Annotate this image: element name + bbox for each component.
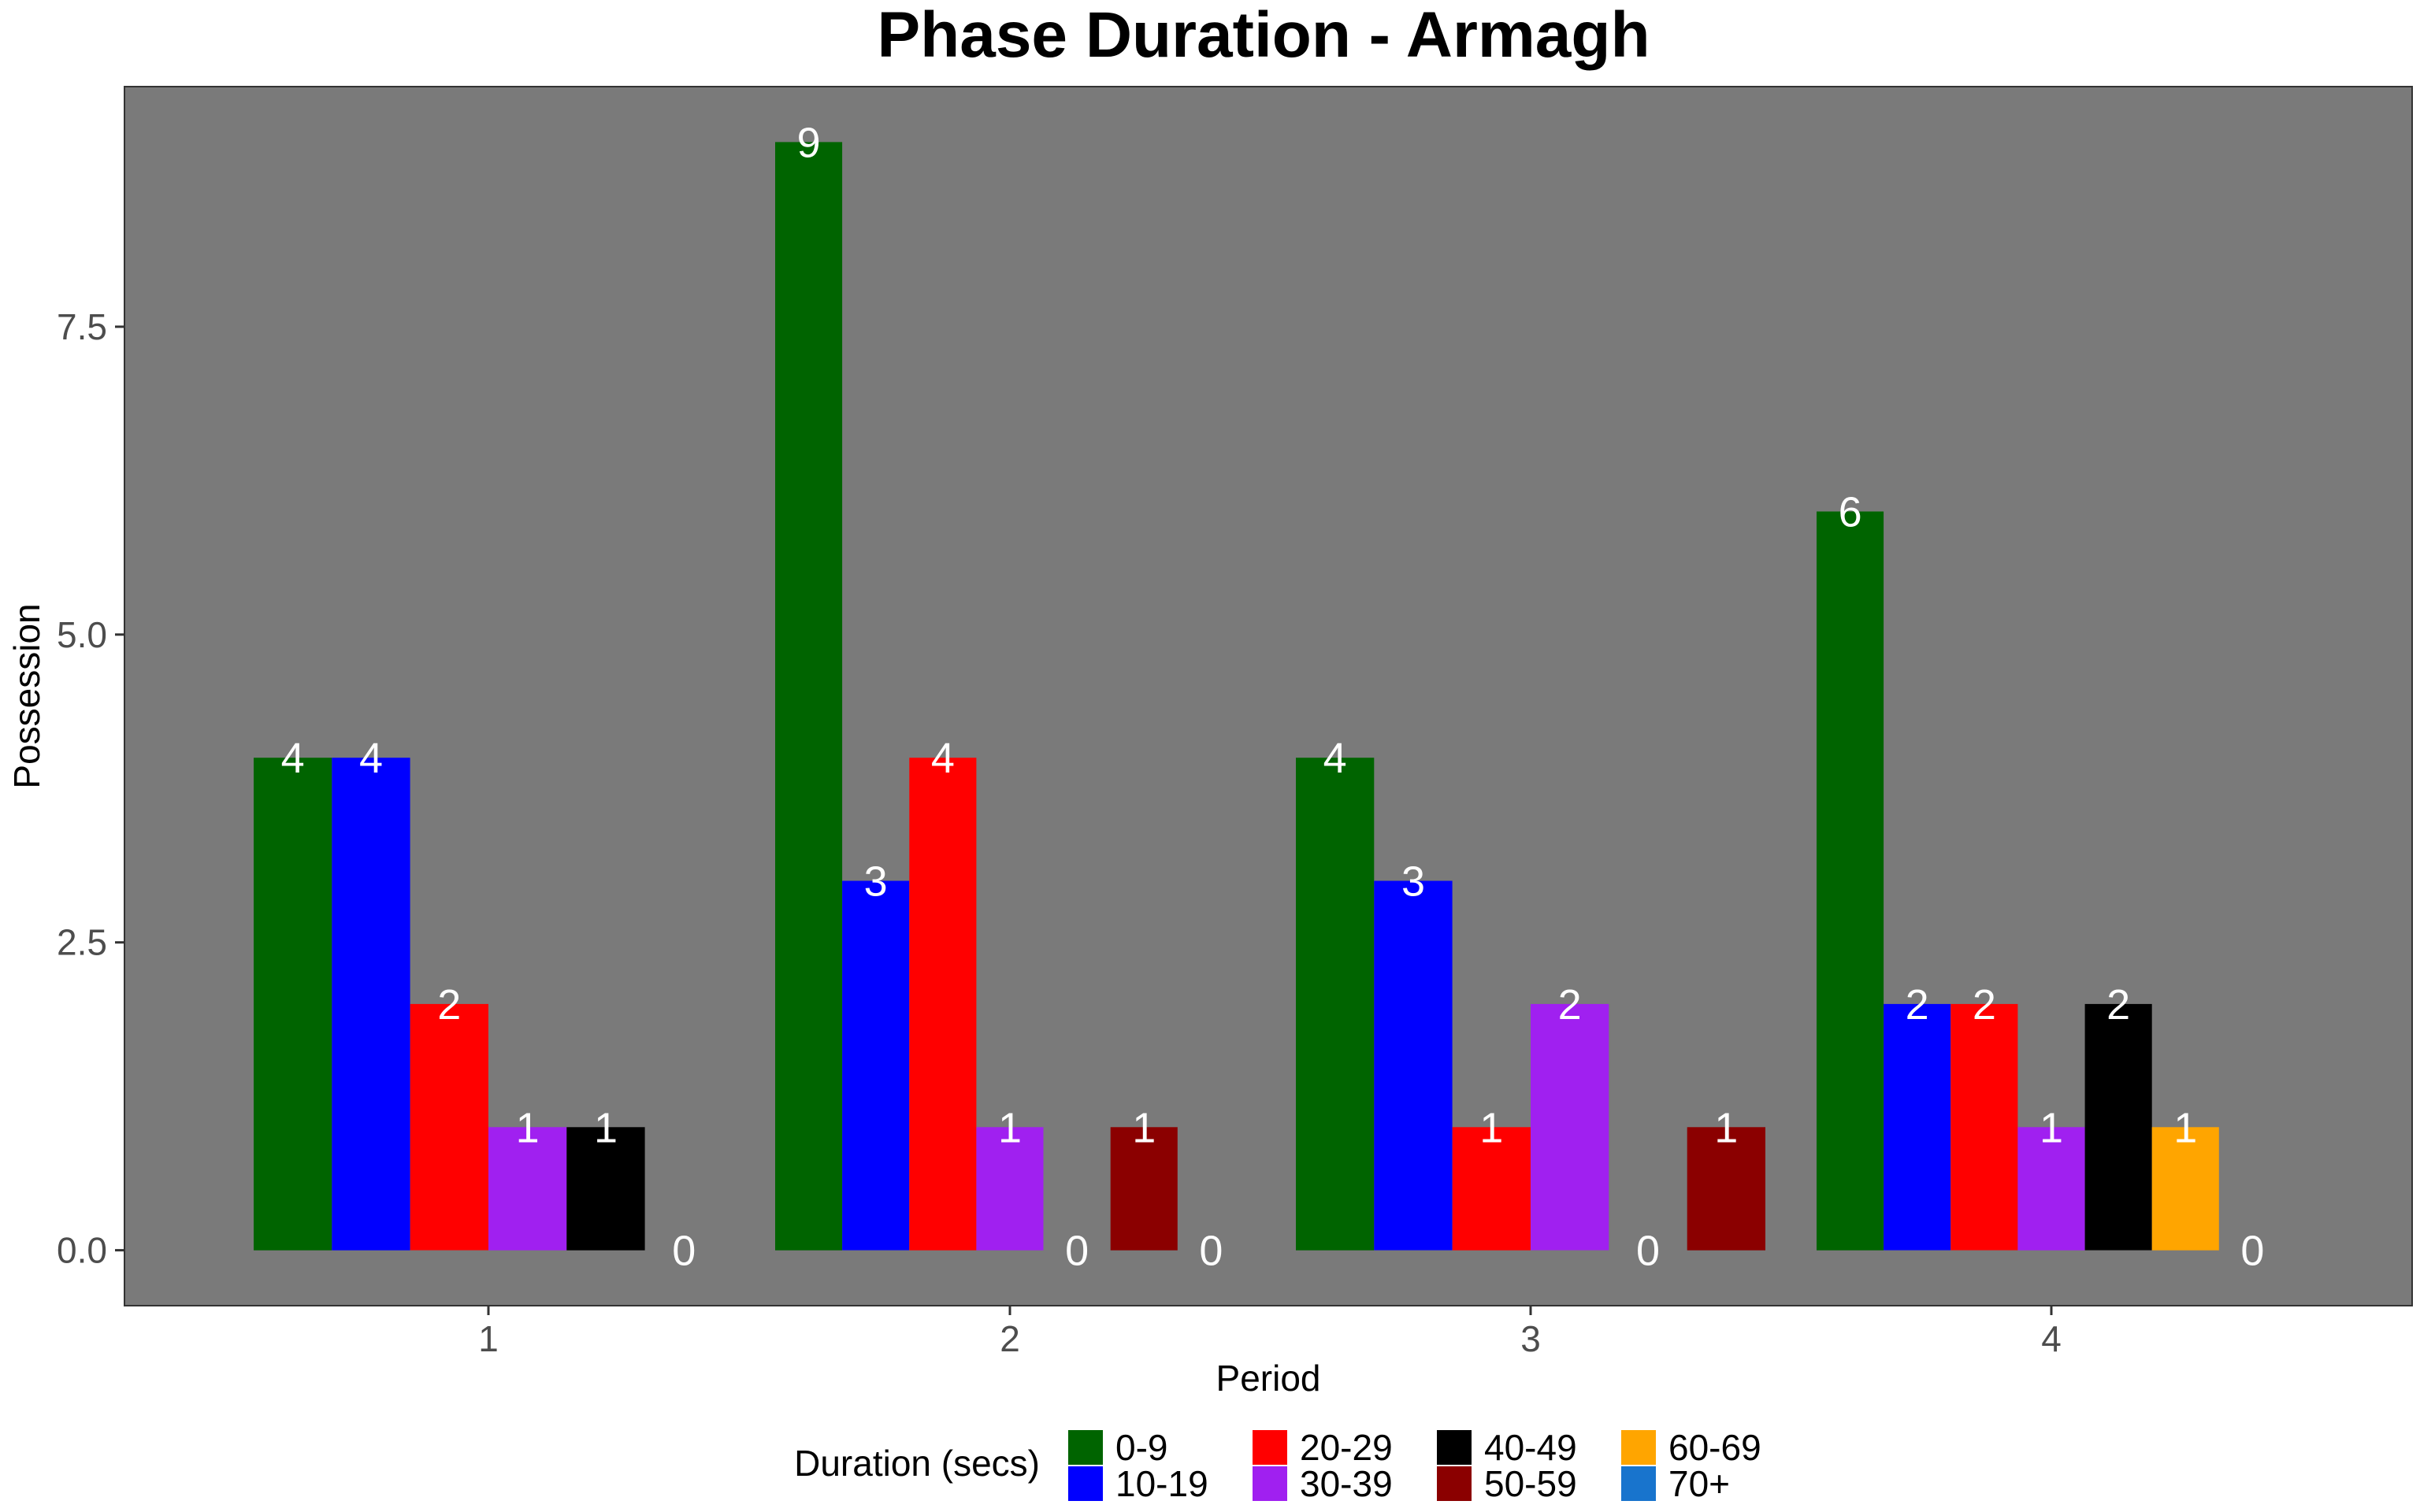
bar-period-4-0-9 xyxy=(1817,511,1884,1251)
data-label-period-1-30-39: 1 xyxy=(516,1104,540,1151)
bar-period-4-30-39 xyxy=(2017,1127,2085,1251)
data-label-period-3-20-29: 1 xyxy=(1479,1104,1503,1151)
data-label-period-3-40-49: 0 xyxy=(1636,1228,1660,1275)
data-label-period-3-10-19: 3 xyxy=(1401,858,1425,906)
legend-key-10-19 xyxy=(1068,1466,1103,1501)
legend-label-20-29: 20-29 xyxy=(1300,1427,1393,1468)
y-axis-title: Possession xyxy=(6,603,47,788)
bar-period-2-50-59 xyxy=(1110,1127,1178,1251)
data-label-period-1-10-19: 4 xyxy=(359,735,383,782)
bar-period-4-40-49 xyxy=(2084,1003,2152,1251)
x-axis: 1 2 3 4 xyxy=(478,1306,2062,1359)
x-axis-title: Period xyxy=(1216,1358,1321,1399)
bar-period-2-10-19 xyxy=(842,880,910,1251)
bar-period-1-30-39 xyxy=(488,1127,567,1251)
bar-period-1-40-49 xyxy=(566,1127,645,1251)
data-label-period-1-70+: 0 xyxy=(672,1228,696,1275)
y-tick-label: 2.5 xyxy=(57,922,107,963)
bar-period-1-10-19 xyxy=(332,758,410,1251)
legend-key-40-49 xyxy=(1437,1430,1472,1465)
data-label-period-1-0-9: 4 xyxy=(281,735,305,782)
data-label-period-2-0-9: 9 xyxy=(797,119,821,166)
data-label-period-2-40-49: 0 xyxy=(1065,1228,1089,1275)
data-label-period-4-20-29: 2 xyxy=(1973,981,1996,1028)
data-label-period-2-10-19: 3 xyxy=(864,858,888,906)
legend-title: Duration (secs) xyxy=(794,1443,1040,1484)
bar-period-4-10-19 xyxy=(1884,1003,1951,1251)
legend-key-30-39 xyxy=(1253,1466,1287,1501)
data-label-period-4-10-19: 2 xyxy=(1906,981,1929,1028)
bar-period-3-10-19 xyxy=(1374,880,1453,1251)
legend-key-0-9 xyxy=(1068,1430,1103,1465)
data-label-period-3-50-59: 1 xyxy=(1714,1104,1738,1151)
y-tick-label: 7.5 xyxy=(57,306,107,347)
bar-period-4-20-29 xyxy=(1950,1003,2018,1251)
legend-label-30-39: 30-39 xyxy=(1300,1463,1393,1504)
legend-key-60-69 xyxy=(1621,1430,1656,1465)
data-label-period-1-40-49: 1 xyxy=(594,1104,618,1151)
data-label-period-2-50-59: 1 xyxy=(1132,1104,1156,1151)
bar-period-3-30-39 xyxy=(1531,1003,1609,1251)
x-tick-label: 3 xyxy=(1520,1318,1541,1359)
legend-label-70+: 70+ xyxy=(1668,1463,1730,1504)
data-label-period-4-30-39: 1 xyxy=(2040,1104,2063,1151)
x-tick-label: 2 xyxy=(1000,1318,1020,1359)
data-label-period-2-70+: 0 xyxy=(1199,1228,1223,1275)
data-label-period-1-20-29: 2 xyxy=(437,981,461,1028)
bar-period-2-20-29 xyxy=(909,758,977,1251)
data-label-period-4-0-9: 6 xyxy=(1839,489,1862,536)
data-label-period-2-20-29: 4 xyxy=(931,735,955,782)
chart-title: Phase Duration - Armagh xyxy=(877,0,1650,71)
data-label-period-2-30-39: 1 xyxy=(998,1104,1022,1151)
legend-label-0-9: 0-9 xyxy=(1115,1427,1167,1468)
data-label-period-4-40-49: 2 xyxy=(2106,981,2130,1028)
bar-period-3-50-59 xyxy=(1687,1127,1765,1251)
x-tick-label: 1 xyxy=(478,1318,499,1359)
data-label-period-4-60-69: 1 xyxy=(2173,1104,2197,1151)
legend-key-70+ xyxy=(1621,1466,1656,1501)
bars-layer xyxy=(254,142,2219,1251)
legend-key-20-29 xyxy=(1253,1430,1287,1465)
y-axis: 0.0 2.5 5.0 7.5 xyxy=(57,306,124,1271)
data-label-period-3-30-39: 2 xyxy=(1558,981,1582,1028)
bar-period-3-20-29 xyxy=(1452,1127,1531,1251)
plot-panel xyxy=(124,86,2413,1306)
bar-period-4-60-69 xyxy=(2151,1127,2219,1251)
legend-key-50-59 xyxy=(1437,1466,1472,1501)
bar-period-3-0-9 xyxy=(1296,758,1375,1251)
data-label-period-3-0-9: 4 xyxy=(1323,735,1347,782)
bar-period-2-0-9 xyxy=(775,142,843,1251)
bar-period-1-0-9 xyxy=(254,758,332,1251)
y-tick-label: 0.0 xyxy=(57,1230,107,1271)
bar-period-2-30-39 xyxy=(976,1127,1044,1251)
legend-label-10-19: 10-19 xyxy=(1115,1463,1208,1504)
bar-period-1-20-29 xyxy=(410,1003,488,1251)
data-label-period-4-70+: 0 xyxy=(2240,1228,2264,1275)
legend-label-60-69: 60-69 xyxy=(1668,1427,1761,1468)
legend-label-40-49: 40-49 xyxy=(1484,1427,1577,1468)
legend-label-50-59: 50-59 xyxy=(1484,1463,1577,1504)
y-tick-label: 5.0 xyxy=(57,614,107,655)
x-tick-label: 4 xyxy=(2041,1318,2062,1359)
